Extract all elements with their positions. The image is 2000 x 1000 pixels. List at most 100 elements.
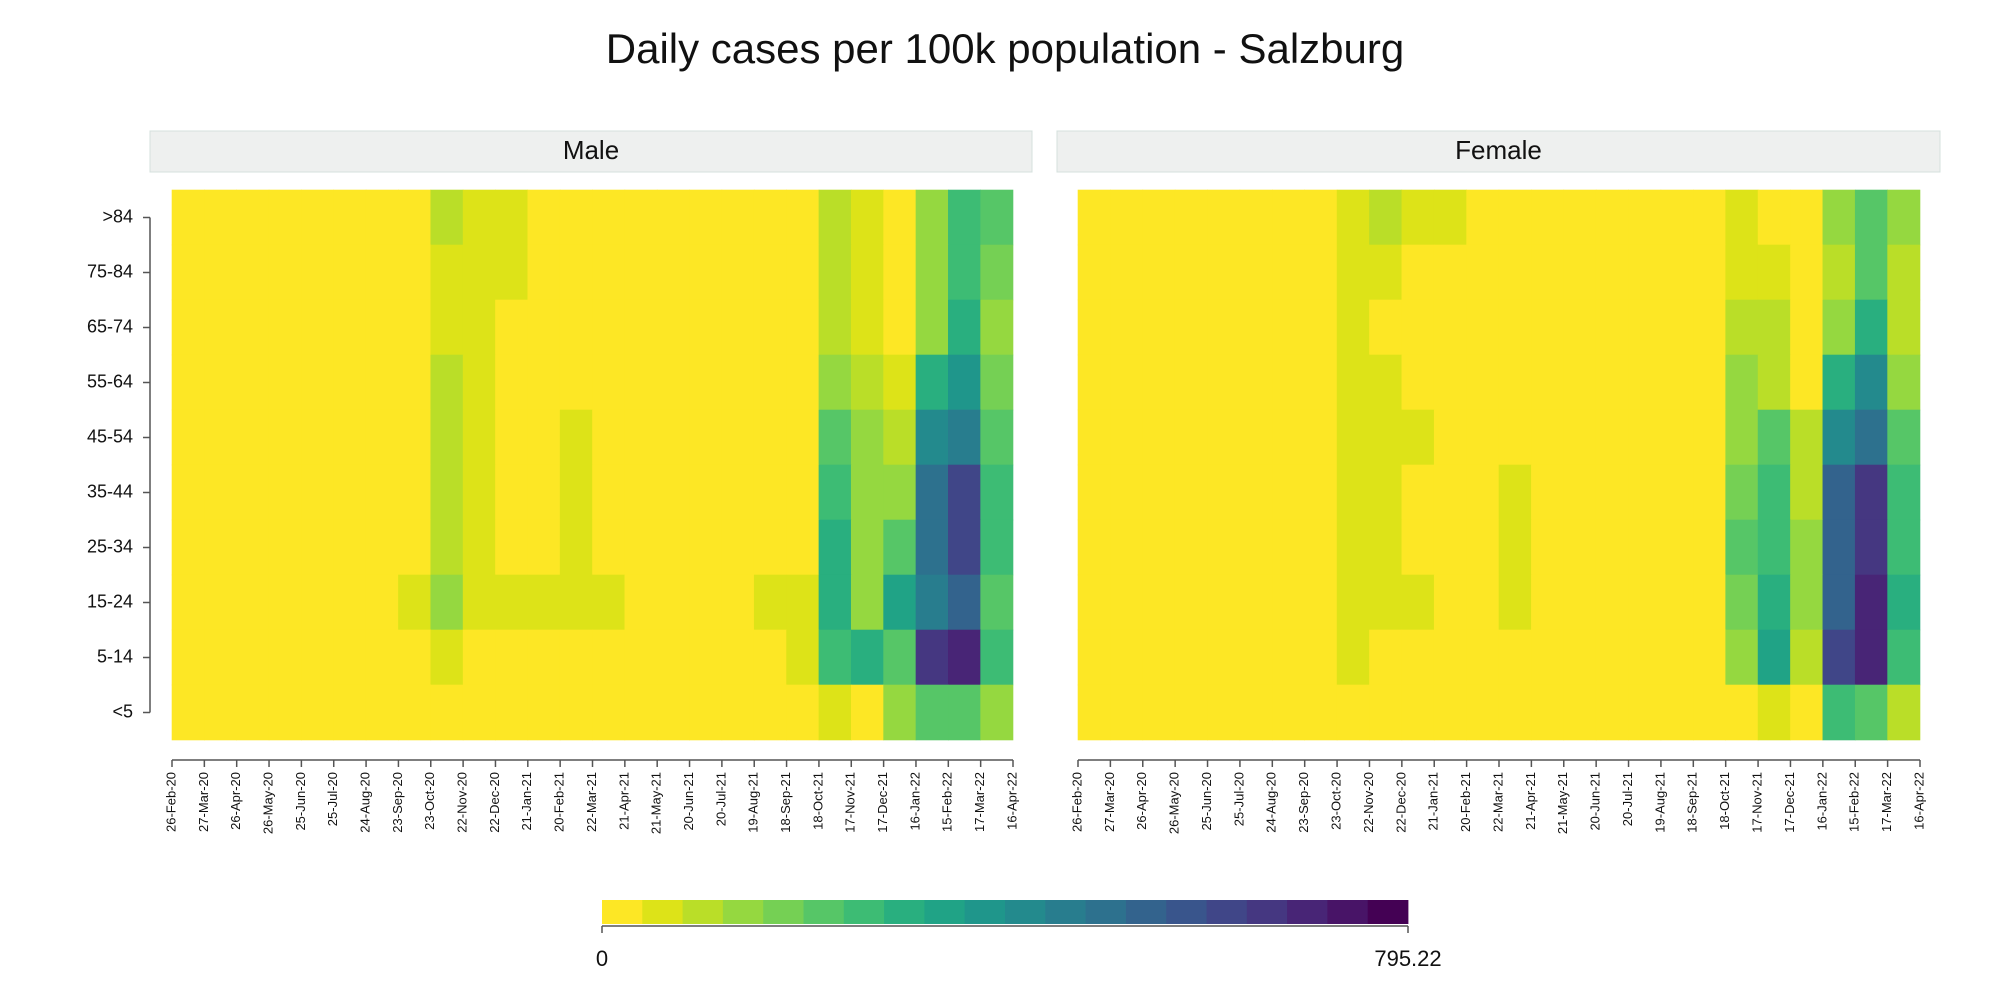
x-tick-label: 20-Jun-21 — [1588, 772, 1603, 831]
heat-cell — [883, 244, 917, 301]
y-tick-label: 5-14 — [97, 646, 133, 666]
heat-cell — [527, 684, 561, 741]
heat-cell — [1304, 409, 1338, 466]
heat-cell — [656, 519, 690, 576]
heat-cell — [1304, 244, 1338, 301]
heat-cell — [1693, 684, 1726, 741]
y-tick-label: 15-24 — [87, 591, 133, 611]
heat-cell — [689, 299, 723, 356]
legend-label: 795.22 — [1374, 946, 1441, 971]
legend-swatch — [722, 900, 764, 924]
heat-cell — [1272, 354, 1305, 411]
heat-cell — [1498, 244, 1532, 301]
heat-cell — [1142, 519, 1176, 576]
heat-cell — [1369, 244, 1403, 301]
x-tick-label: 19-Aug-21 — [746, 772, 761, 833]
heat-cell — [268, 189, 302, 246]
heat-cell — [1498, 464, 1532, 521]
heat-cell — [1531, 519, 1565, 576]
heat-cell — [1725, 519, 1759, 576]
heat-cell — [1369, 629, 1403, 686]
heat-cell — [1174, 574, 1208, 631]
heat-cell — [1887, 409, 1921, 466]
x-tick-label: 17-Dec-21 — [875, 772, 890, 833]
heat-cell — [980, 519, 1014, 576]
heat-cell — [786, 299, 820, 356]
x-tick-label: 21-Jan-21 — [519, 772, 534, 831]
legend-swatch — [1246, 900, 1288, 924]
heat-cell — [1660, 464, 1694, 521]
heat-cell — [883, 629, 917, 686]
heat-cell — [818, 629, 852, 686]
heat-cell — [948, 519, 981, 576]
heat-cell — [495, 354, 529, 411]
heat-cell — [1369, 299, 1403, 356]
heat-cell — [204, 684, 237, 741]
heat-cell — [1595, 244, 1629, 301]
x-tick-label: 17-Dec-21 — [1782, 772, 1797, 833]
heat-cell — [1887, 684, 1921, 741]
heat-cell — [527, 409, 561, 466]
heat-cell — [753, 684, 787, 741]
heat-cell — [1401, 189, 1435, 246]
legend-swatch — [884, 900, 925, 924]
heat-cell — [1401, 574, 1435, 631]
heat-cell — [1174, 519, 1208, 576]
heat-cell — [268, 354, 302, 411]
heat-cell — [1110, 409, 1144, 466]
heat-cell — [268, 684, 302, 741]
heat-cell — [527, 354, 561, 411]
heat-cell — [365, 244, 399, 301]
x-tick-label: 25-Jun-20 — [1199, 772, 1214, 831]
heat-cell — [1595, 464, 1629, 521]
heat-cell — [915, 629, 949, 686]
heat-cell — [915, 354, 949, 411]
heat-cell — [171, 354, 205, 411]
heat-cell — [1822, 299, 1856, 356]
heat-cell — [915, 464, 949, 521]
heat-cell — [462, 299, 496, 356]
heat-cell — [1822, 409, 1856, 466]
heat-cell — [786, 629, 820, 686]
heat-cell — [1207, 244, 1241, 301]
heat-cell — [883, 409, 917, 466]
heat-cell — [398, 299, 432, 356]
heat-cell — [1142, 354, 1176, 411]
heat-cell — [1174, 299, 1208, 356]
heat-cell — [1757, 519, 1791, 576]
heat-cell — [1790, 189, 1824, 246]
heat-cell — [818, 409, 852, 466]
heat-cell — [1142, 244, 1176, 301]
heat-cell — [1628, 354, 1662, 411]
heat-cell — [1174, 189, 1208, 246]
heat-cell — [1757, 464, 1791, 521]
heat-cell — [850, 409, 884, 466]
heat-cell — [1790, 354, 1824, 411]
heat-cell — [1077, 354, 1111, 411]
y-tick-label: 45-54 — [87, 426, 133, 446]
heat-cell — [204, 189, 237, 246]
heat-cell — [333, 409, 367, 466]
heat-cell — [1272, 684, 1305, 741]
heat-cell — [980, 409, 1014, 466]
heat-cell — [753, 189, 787, 246]
heat-cell — [1854, 684, 1888, 741]
heat-cell — [1790, 464, 1824, 521]
heat-cell — [592, 189, 626, 246]
heat-cell — [1887, 189, 1921, 246]
heat-cell — [721, 244, 755, 301]
heat-cell — [786, 464, 820, 521]
heat-cell — [1822, 519, 1856, 576]
heat-cell — [1207, 629, 1241, 686]
x-tick-label: 21-Jan-21 — [1426, 772, 1441, 831]
heat-cell — [786, 244, 820, 301]
facet-title: Male — [563, 135, 619, 165]
heat-cell — [850, 574, 884, 631]
x-tick-label: 22-Mar-21 — [584, 772, 599, 832]
heat-cell — [1531, 464, 1565, 521]
heat-cell — [624, 464, 658, 521]
heat-cell — [527, 189, 561, 246]
legend-swatch — [1166, 900, 1207, 924]
legend-swatch — [1005, 900, 1046, 924]
heat-cell — [171, 244, 205, 301]
